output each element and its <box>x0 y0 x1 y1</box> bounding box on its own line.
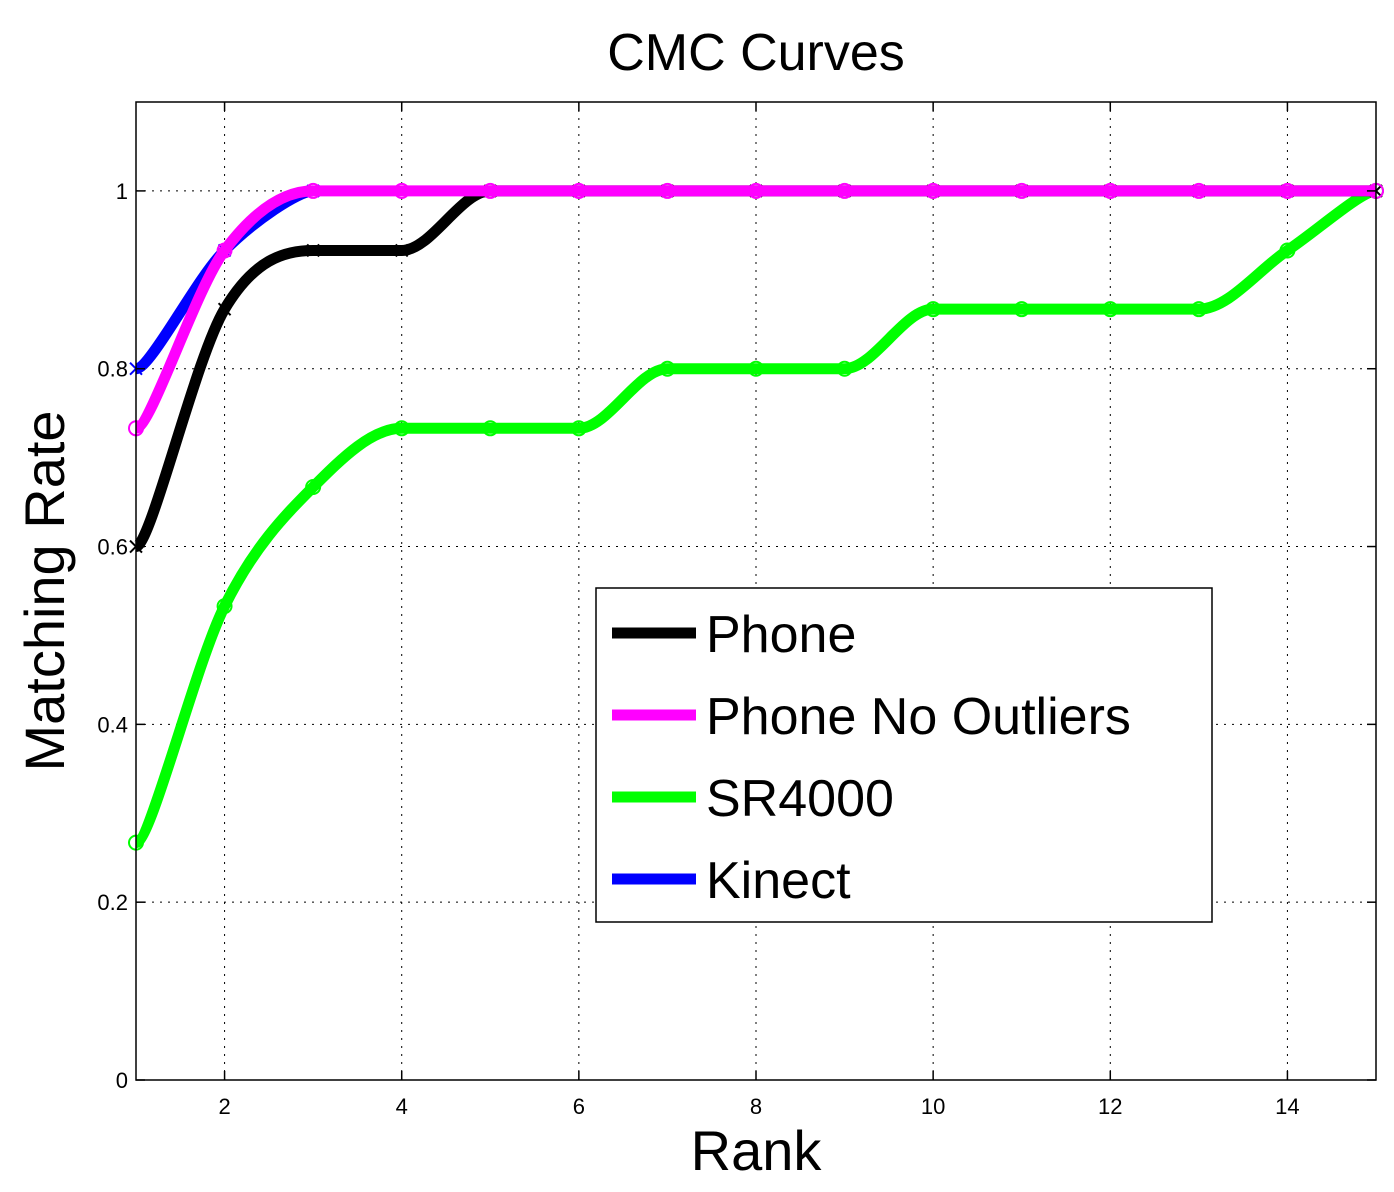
data-point-phone <box>306 243 320 258</box>
series-layer <box>128 182 1384 851</box>
legend-item-sr4000: SR4000 <box>612 770 894 828</box>
legend-label: Phone <box>706 606 856 664</box>
data-point-phone-no-outliers <box>1190 182 1207 199</box>
data-point-phone-no-outliers <box>748 182 764 199</box>
data-point-sr4000 <box>925 301 942 318</box>
data-point-sr4000 <box>1013 301 1030 318</box>
data-point-phone-no-outliers <box>1013 182 1030 199</box>
data-point-phone-no-outliers <box>1102 182 1119 199</box>
y-tick-label: 0.4 <box>97 712 128 737</box>
data-point-sr4000 <box>836 360 853 377</box>
y-tick-label: 0.8 <box>97 357 128 382</box>
series-line-sr4000 <box>133 185 1378 849</box>
legend-label: SR4000 <box>706 770 894 828</box>
data-point-phone-no-outliers <box>482 182 499 199</box>
data-point-phone-no-outliers <box>393 182 410 199</box>
legend-label: Kinect <box>706 852 851 910</box>
y-tick-label: 0.6 <box>97 535 128 560</box>
data-point-phone-no-outliers <box>570 182 587 199</box>
x-tick-label: 12 <box>1098 1094 1122 1119</box>
x-tick-label: 2 <box>218 1094 230 1119</box>
x-tick-label: 14 <box>1275 1094 1299 1119</box>
legend-item-phone-no-outliers: Phone No Outliers <box>612 688 1131 746</box>
x-tick-label: 4 <box>396 1094 408 1119</box>
data-point-phone-no-outliers <box>305 182 322 199</box>
legend: Phone Phone No Outliers SR4000 Kinect <box>595 587 1213 923</box>
chart-title: CMC Curves <box>607 24 905 82</box>
data-point-sr4000 <box>393 420 410 437</box>
y-axis-label: Matching Rate <box>13 410 76 771</box>
data-point-sr4000 <box>570 420 587 437</box>
legend-item-phone: Phone <box>612 606 856 664</box>
series-line-phone-no-outliers <box>133 185 1376 434</box>
y-tick-label: 1 <box>116 179 128 204</box>
legend-item-kinect: Kinect <box>612 852 851 910</box>
x-tick-label: 10 <box>921 1094 945 1119</box>
data-point-phone <box>217 302 232 316</box>
data-point-phone-no-outliers <box>216 242 233 259</box>
x-tick-label: 6 <box>573 1094 585 1119</box>
data-point-sr4000 <box>305 478 322 495</box>
y-tick-label: 0.2 <box>97 890 128 915</box>
data-point-sr4000 <box>1279 242 1296 259</box>
data-point-phone-no-outliers <box>1279 182 1296 199</box>
data-point-phone-no-outliers <box>925 182 942 199</box>
data-point-phone-no-outliers <box>659 182 676 199</box>
x-axis-ticks: 2 4 6 8 10 12 14 <box>218 102 1300 1119</box>
data-point-sr4000 <box>482 420 499 437</box>
y-tick-label: 0 <box>116 1068 128 1093</box>
data-point-sr4000 <box>1190 301 1207 318</box>
legend-label: Phone No Outliers <box>706 688 1131 746</box>
data-point-sr4000 <box>216 598 233 615</box>
data-point-sr4000 <box>659 360 676 377</box>
x-axis-label: Rank <box>691 1119 823 1182</box>
data-point-sr4000 <box>1102 301 1119 318</box>
y-axis-ticks: 0 0.2 0.4 0.6 0.8 1 <box>97 179 1376 1093</box>
x-tick-label: 8 <box>750 1094 762 1119</box>
data-point-phone <box>395 243 409 258</box>
data-point-phone-no-outliers <box>836 182 853 199</box>
data-point-sr4000 <box>748 360 764 377</box>
legend-box <box>595 587 1213 923</box>
